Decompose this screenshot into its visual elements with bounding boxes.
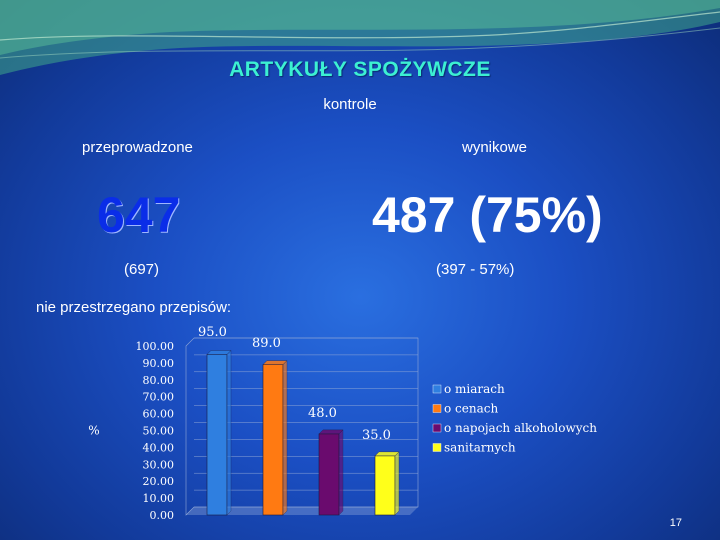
effective-value: 487 (75%) — [372, 187, 603, 243]
legend-label-2: o cenach — [444, 402, 498, 416]
y-tick-label: 70.00 — [143, 391, 175, 404]
y-tick-label: 40.00 — [143, 441, 175, 454]
y-tick-label: 10.00 — [143, 492, 175, 505]
bar-top-2 — [262, 360, 288, 365]
decorative-swoosh — [0, 0, 720, 75]
y-tick-label: 50.00 — [143, 425, 175, 438]
bar-4 — [374, 455, 396, 516]
bar-3 — [318, 433, 340, 516]
y-tick-label: 20.00 — [143, 475, 175, 488]
chart-floor — [186, 507, 418, 515]
legend-label-4: sanitarnych — [444, 441, 516, 455]
section-label: nie przestrzegano przepisów: — [36, 299, 232, 316]
conducted-value: 647 — [97, 187, 181, 243]
y-tick-label: 80.00 — [143, 374, 175, 387]
legend-swatch-3 — [432, 423, 442, 433]
conducted-previous: (697) — [124, 261, 160, 278]
data-label-3: 48.0 — [308, 406, 337, 421]
y-tick-label: 30.00 — [143, 458, 175, 471]
slide-title: ARTYKUŁY SPOŻYWCZE — [229, 58, 491, 81]
bar-side-1 — [226, 349, 232, 516]
data-label-4: 35.0 — [362, 428, 391, 443]
bar-top-4 — [374, 451, 400, 457]
slide-number: 17 — [669, 517, 682, 529]
data-label-1: 95.0 — [198, 325, 227, 340]
conducted-label: przeprowadzone — [82, 139, 193, 156]
bar-side-2 — [282, 360, 288, 516]
y-tick-label: 90.00 — [143, 357, 175, 370]
y-tick-label: 60.00 — [143, 408, 175, 421]
y-axis-label: % — [88, 424, 99, 438]
effective-label: wynikowe — [462, 139, 528, 156]
bar-top-1 — [206, 350, 232, 355]
legend-label-3: o napojach alkoholowych — [444, 421, 597, 435]
legend-swatch-2 — [432, 404, 442, 413]
bar-top-3 — [318, 429, 344, 435]
slide-subtitle: kontrole — [323, 96, 377, 113]
bar-side-4 — [394, 451, 400, 516]
data-label-2: 89.0 — [252, 336, 281, 351]
bar-1 — [206, 354, 228, 516]
legend-label-1: o miarach — [444, 382, 505, 396]
y-tick-label: 0.00 — [150, 509, 175, 522]
bar-side-3 — [338, 429, 344, 516]
legend-swatch-1 — [432, 384, 442, 394]
legend-swatch-4 — [432, 443, 442, 452]
y-tick-label: 100.00 — [136, 340, 175, 353]
effective-previous: (397 - 57%) — [436, 261, 515, 278]
bar-2 — [262, 364, 284, 516]
